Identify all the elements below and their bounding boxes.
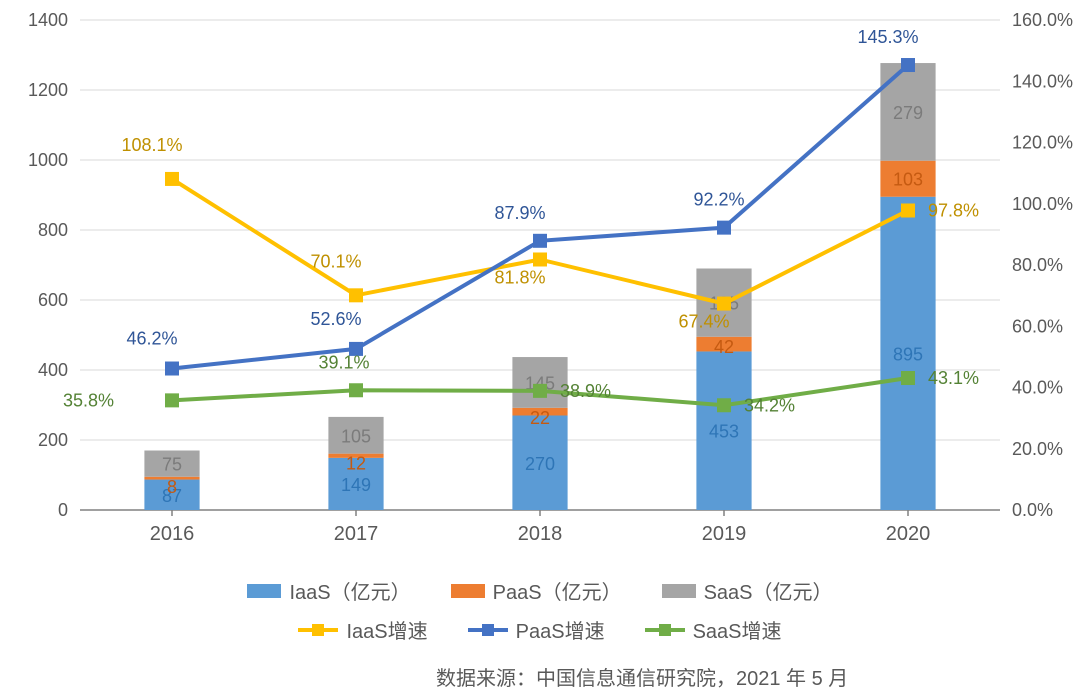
legend-item: SaaS（亿元） <box>662 576 833 605</box>
line-value-label: 38.9% <box>560 381 611 401</box>
line-value-label: 108.1% <box>121 135 182 155</box>
bar-value-label: 149 <box>341 475 371 495</box>
bar-value-label: 105 <box>341 426 371 446</box>
line-marker <box>717 221 731 235</box>
y-right-tick: 140.0% <box>1012 71 1073 91</box>
line-value-label: 39.1% <box>318 352 369 372</box>
legend-marker <box>482 624 494 636</box>
bar-value-label: 22 <box>530 408 550 428</box>
legend-item: PaaS增速 <box>468 615 605 644</box>
legend-swatch <box>247 584 281 598</box>
legend-row: IaaS增速 PaaS增速 SaaS增速 <box>298 615 781 644</box>
line-value-label: 67.4% <box>678 312 729 332</box>
line-marker <box>165 393 179 407</box>
line-marker <box>165 172 179 186</box>
x-category: 2016 <box>150 523 195 545</box>
cloud-market-chart: 0 200 400 600 800 1000 1200 1400 0.0% 20.0% 40.0% 6… <box>0 0 1080 692</box>
line-value-label: 145.3% <box>857 27 918 47</box>
legend-swatch <box>451 584 485 598</box>
bar-value-label: 42 <box>714 337 734 357</box>
y-right-tick: 100.0% <box>1012 194 1073 214</box>
x-category: 2018 <box>518 523 563 545</box>
line-value-label: 81.8% <box>494 267 545 287</box>
legend-label: PaaS增速 <box>516 615 605 644</box>
legend-item: SaaS增速 <box>645 615 782 644</box>
line-marker <box>901 371 915 385</box>
y-left-tick: 1400 <box>28 10 68 30</box>
y-right-tick: 0.0% <box>1012 500 1053 520</box>
line-value-label: 46.2% <box>126 329 177 349</box>
line-marker <box>717 398 731 412</box>
legend-swatch <box>468 628 508 632</box>
chart-svg: 0 200 400 600 800 1000 1200 1400 0.0% 20.0% 40.0% 6… <box>0 0 1080 560</box>
line-value-label: 35.8% <box>63 390 114 410</box>
line-marker <box>349 288 363 302</box>
x-category: 2019 <box>702 523 747 545</box>
legend: IaaS（亿元） PaaS（亿元） SaaS（亿元） IaaS增速 PaaS增速 SaaS… <box>0 576 1080 644</box>
legend-item: IaaS（亿元） <box>247 576 410 605</box>
line-marker <box>717 297 731 311</box>
legend-item: PaaS（亿元） <box>451 576 622 605</box>
bar-value-label: 8 <box>167 477 177 497</box>
legend-swatch <box>298 628 338 632</box>
y-left-tick: 200 <box>38 430 68 450</box>
line-value-label: 70.1% <box>310 251 361 271</box>
bar-value-label: 75 <box>162 455 182 475</box>
line-value-label: 97.8% <box>928 200 979 220</box>
y-left-tick: 800 <box>38 220 68 240</box>
line-value-label: 43.1% <box>928 368 979 388</box>
legend-label: IaaS增速 <box>346 615 427 644</box>
legend-item: IaaS增速 <box>298 615 427 644</box>
legend-marker <box>312 624 324 636</box>
bar-value-label: 453 <box>709 422 739 442</box>
legend-label: IaaS（亿元） <box>289 576 410 605</box>
line-value-label: 92.2% <box>693 190 744 210</box>
y-right-tick: 20.0% <box>1012 439 1063 459</box>
line-marker <box>349 383 363 397</box>
legend-row: IaaS（亿元） PaaS（亿元） SaaS（亿元） <box>247 576 832 605</box>
legend-swatch <box>645 628 685 632</box>
line-marker <box>533 384 547 398</box>
legend-label: PaaS（亿元） <box>493 576 622 605</box>
legend-swatch <box>662 584 696 598</box>
y-right-tick: 80.0% <box>1012 255 1063 275</box>
line-marker <box>533 252 547 266</box>
y-left-tick: 1000 <box>28 150 68 170</box>
legend-marker <box>659 624 671 636</box>
legend-label: SaaS（亿元） <box>704 576 833 605</box>
y-right-tick: 60.0% <box>1012 316 1063 336</box>
line-marker <box>533 234 547 248</box>
bar-value-label: 103 <box>893 170 923 190</box>
y-right-tick: 40.0% <box>1012 378 1063 398</box>
source-note: 数据来源：中国信息通信研究院，2021 年 5 月 <box>436 662 848 691</box>
legend-label: SaaS增速 <box>693 615 782 644</box>
line-value-label: 52.6% <box>310 309 361 329</box>
y-left-tick: 1200 <box>28 80 68 100</box>
line-value-label: 34.2% <box>744 395 795 415</box>
y-right-tick: 120.0% <box>1012 133 1073 153</box>
bar-value-label: 12 <box>346 454 366 474</box>
line-marker <box>901 58 915 72</box>
bar-value-label: 279 <box>893 103 923 123</box>
line-marker <box>165 362 179 376</box>
bar-value-label: 270 <box>525 454 555 474</box>
y-left-tick: 0 <box>58 500 68 520</box>
line-marker <box>901 203 915 217</box>
x-category: 2020 <box>886 523 931 545</box>
y-right-tick: 160.0% <box>1012 10 1073 30</box>
y-left-tick: 600 <box>38 290 68 310</box>
y-left-tick: 400 <box>38 360 68 380</box>
line-value-label: 87.9% <box>494 203 545 223</box>
bar-value-label: 895 <box>893 344 923 364</box>
x-category: 2017 <box>334 523 379 545</box>
